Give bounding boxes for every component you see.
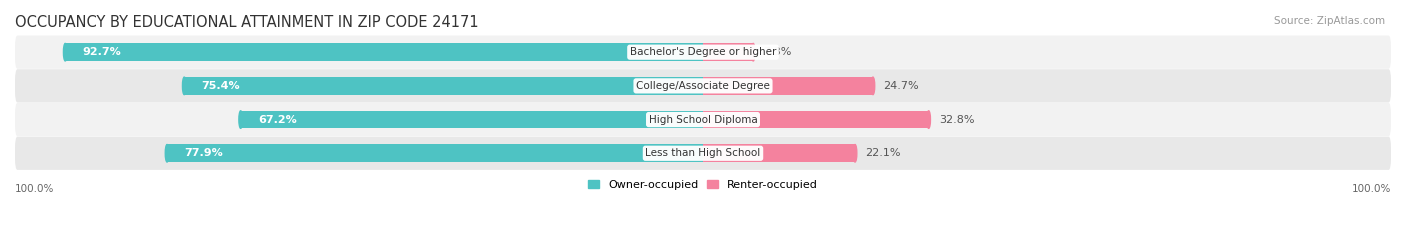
Text: 75.4%: 75.4% xyxy=(201,81,240,91)
Text: 100.0%: 100.0% xyxy=(15,184,55,194)
Bar xyxy=(240,111,703,128)
Text: OCCUPANCY BY EDUCATIONAL ATTAINMENT IN ZIP CODE 24171: OCCUPANCY BY EDUCATIONAL ATTAINMENT IN Z… xyxy=(15,15,478,30)
FancyBboxPatch shape xyxy=(15,36,1391,69)
Text: 100.0%: 100.0% xyxy=(1351,184,1391,194)
Circle shape xyxy=(63,43,67,61)
Text: 92.7%: 92.7% xyxy=(83,47,121,57)
Circle shape xyxy=(751,43,755,61)
Circle shape xyxy=(853,144,856,162)
Text: College/Associate Degree: College/Associate Degree xyxy=(636,81,770,91)
Circle shape xyxy=(872,77,875,95)
FancyBboxPatch shape xyxy=(15,103,1391,136)
Circle shape xyxy=(239,111,242,128)
Bar xyxy=(703,144,855,162)
Text: High School Diploma: High School Diploma xyxy=(648,115,758,125)
Text: Less than High School: Less than High School xyxy=(645,148,761,158)
Bar xyxy=(65,43,703,61)
Text: 77.9%: 77.9% xyxy=(184,148,224,158)
Text: 24.7%: 24.7% xyxy=(883,81,920,91)
Bar xyxy=(703,77,873,95)
Legend: Owner-occupied, Renter-occupied: Owner-occupied, Renter-occupied xyxy=(583,175,823,194)
Bar xyxy=(703,111,929,128)
FancyBboxPatch shape xyxy=(15,69,1391,103)
Text: 22.1%: 22.1% xyxy=(865,148,901,158)
Bar xyxy=(703,43,754,61)
Text: 32.8%: 32.8% xyxy=(939,115,974,125)
FancyBboxPatch shape xyxy=(15,137,1391,170)
Text: Bachelor's Degree or higher: Bachelor's Degree or higher xyxy=(630,47,776,57)
Text: 67.2%: 67.2% xyxy=(257,115,297,125)
Bar xyxy=(167,144,703,162)
Bar xyxy=(184,77,703,95)
Circle shape xyxy=(183,77,186,95)
Text: 7.3%: 7.3% xyxy=(763,47,792,57)
Text: Source: ZipAtlas.com: Source: ZipAtlas.com xyxy=(1274,16,1385,26)
Circle shape xyxy=(927,111,931,128)
Circle shape xyxy=(166,144,169,162)
